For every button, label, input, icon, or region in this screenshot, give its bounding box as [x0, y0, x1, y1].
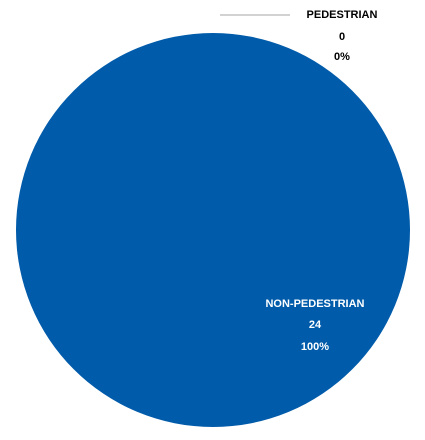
- non-pedestrian-slice: [16, 33, 410, 427]
- non-pedestrian-label: NON-PEDESTRIAN 24 100%: [265, 298, 364, 353]
- non-pedestrian-value-label: 24: [309, 319, 322, 331]
- pedestrian-value-label: 0: [339, 31, 345, 43]
- non-pedestrian-percent-label: 100%: [301, 341, 329, 353]
- non-pedestrian-category-label: NON-PEDESTRIAN: [265, 298, 364, 310]
- pedestrian-label: PEDESTRIAN 0 0%: [307, 9, 378, 63]
- pedestrian-category-label: PEDESTRIAN: [307, 9, 378, 21]
- pie-slices: [16, 33, 410, 427]
- pedestrian-percent-label: 0%: [334, 51, 350, 63]
